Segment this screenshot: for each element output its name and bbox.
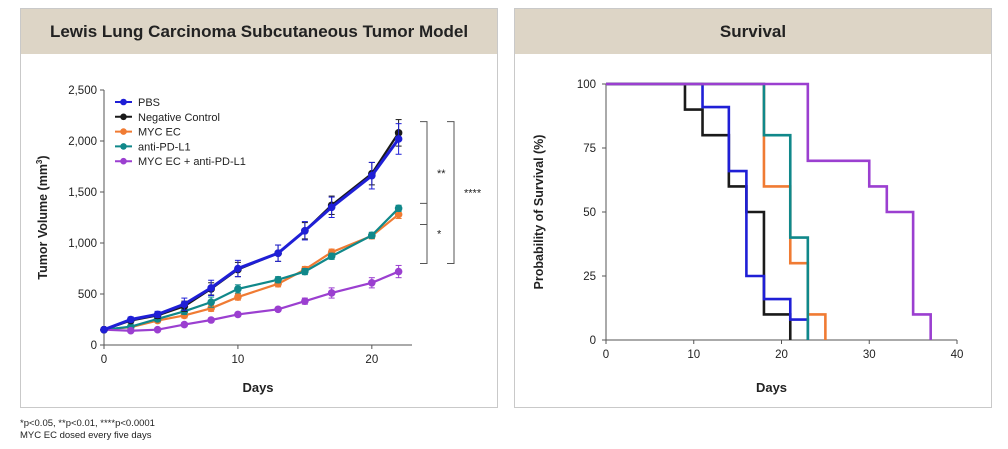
x-tick-label: 30 [863, 349, 876, 361]
data-point-pbs [301, 226, 309, 235]
survival-curve-anti-pd-l1 [606, 82, 810, 340]
y-tick-label: 500 [78, 289, 97, 301]
data-point-myc-ec [394, 210, 403, 219]
x-tick-label: 10 [232, 354, 245, 366]
survival-chart: 0 25 50 75 100 0 10 20 30 40 Days Probability of Su… [532, 79, 964, 395]
significance-label: **** [464, 188, 482, 200]
data-point-pbs [327, 203, 336, 212]
y-tick-label: 2,000 [68, 136, 97, 148]
footnote: *p<0.05, **p<0.01, ****p<0.0001 MYC EC d… [20, 418, 155, 442]
legend-swatch-marker-negative-control [120, 113, 127, 121]
data-point-anti-pd-l1 [301, 267, 309, 276]
legend-label-negative-control: Negative Control [138, 112, 220, 124]
data-point-pbs [153, 310, 162, 319]
survival-curve-pbs [606, 82, 810, 340]
data-point-anti-pd-l1 [234, 285, 242, 293]
y-tick-label: 100 [577, 79, 596, 91]
series-line-anti-pd-l1 [103, 207, 400, 331]
tumor-volume-chart: 0 500 1,000 1,500 2,000 2,500 0 10 20 Days Tumor V… [35, 85, 482, 395]
y-axis-label-superscript: 3 [35, 159, 44, 164]
data-point-myc-ec [207, 304, 215, 313]
data-point-anti-pd-l1 [368, 231, 376, 240]
data-point-myc-ec-anti-pd-l1 [207, 316, 215, 324]
data-point-myc-ec-anti-pd-l1 [301, 297, 309, 305]
y-axis-label: Probability of Survival (%) [532, 135, 546, 290]
data-point-anti-pd-l1 [394, 204, 403, 213]
legend-swatch-marker-myc-ec-anti-pd-l1 [120, 157, 127, 165]
tumor-volume-panel: Lewis Lung Carcinoma Subcutaneous Tumor … [20, 8, 498, 408]
data-point-myc-ec-anti-pd-l1 [126, 326, 135, 335]
legend-swatch-marker-myc-ec [120, 128, 127, 135]
data-point-pbs [274, 249, 282, 257]
data-point-pbs [394, 135, 403, 143]
significance-bracket [420, 121, 428, 225]
x-tick-label: 10 [687, 349, 700, 361]
data-point-anti-pd-l1 [274, 275, 282, 284]
survival-chart-title: Survival [515, 9, 991, 54]
legend-swatch-marker-anti-pd-l1 [120, 143, 127, 150]
legend-swatch-marker-pbs [120, 98, 127, 106]
data-point-myc-ec-anti-pd-l1 [394, 267, 403, 276]
data-point-pbs [180, 300, 189, 309]
tumor-chart-title: Lewis Lung Carcinoma Subcutaneous Tumor … [21, 9, 497, 54]
data-point-pbs [207, 284, 215, 292]
data-point-anti-pd-l1 [327, 252, 336, 261]
significance-bracket [420, 202, 428, 265]
data-point-myc-ec-anti-pd-l1 [327, 289, 336, 297]
x-tick-label: 0 [101, 354, 107, 366]
y-tick-label: 0 [590, 335, 596, 347]
significance-label: ** [437, 168, 446, 180]
data-point-myc-ec-anti-pd-l1 [368, 278, 376, 287]
x-axis-label: Days [242, 380, 273, 395]
data-point-myc-ec-anti-pd-l1 [180, 320, 189, 329]
y-tick-label: 25 [583, 271, 596, 283]
survival-curve-myc-ec [606, 82, 827, 340]
data-point-pbs [368, 171, 376, 180]
y-axis-label-main: Tumor Volume (mm [36, 164, 50, 280]
survival-panel: Survival 0 25 50 75 100 0 10 20 30 40 Days Probabil… [514, 8, 992, 408]
footnote-significance: *p<0.05, **p<0.01, ****p<0.0001 [20, 418, 155, 429]
x-axis-label: Days [756, 380, 787, 395]
data-point-myc-ec-anti-pd-l1 [274, 305, 282, 314]
legend-label-myc-ec: MYC EC [138, 127, 181, 139]
data-point-myc-ec-anti-pd-l1 [234, 310, 242, 319]
y-tick-label: 2,500 [68, 85, 97, 97]
significance-label: * [437, 228, 442, 240]
survival-curve-myc-ec-anti-pd-l1 [606, 82, 932, 340]
y-axis-label: Tumor Volume (mm3) [35, 155, 50, 279]
x-tick-label: 20 [365, 354, 378, 366]
data-point-pbs [126, 315, 135, 324]
legend-label-anti-pd-l1: anti-PD-L1 [138, 141, 191, 153]
legend-label-pbs: PBS [138, 97, 160, 109]
data-point-pbs [100, 325, 108, 334]
y-tick-label: 50 [583, 207, 596, 219]
y-tick-label: 1,000 [68, 238, 97, 250]
x-tick-label: 40 [951, 349, 964, 361]
survival-curve-negative-control [606, 82, 792, 340]
data-point-myc-ec-anti-pd-l1 [153, 325, 162, 334]
legend-label-myc-ec-anti-pd-l1: MYC EC + anti-PD-L1 [138, 156, 246, 168]
data-point-anti-pd-l1 [207, 298, 215, 306]
y-tick-label: 0 [91, 340, 97, 352]
data-point-myc-ec [234, 293, 242, 301]
footnote-dosing: MYC EC dosed every five days [20, 430, 152, 441]
data-point-pbs [234, 264, 242, 273]
significance-bracket [447, 121, 455, 265]
y-tick-label: 1,500 [68, 187, 97, 199]
y-tick-label: 75 [583, 143, 596, 155]
x-tick-label: 20 [775, 349, 788, 361]
x-tick-label: 0 [603, 349, 609, 361]
y-axis-label-end: ) [36, 155, 50, 159]
